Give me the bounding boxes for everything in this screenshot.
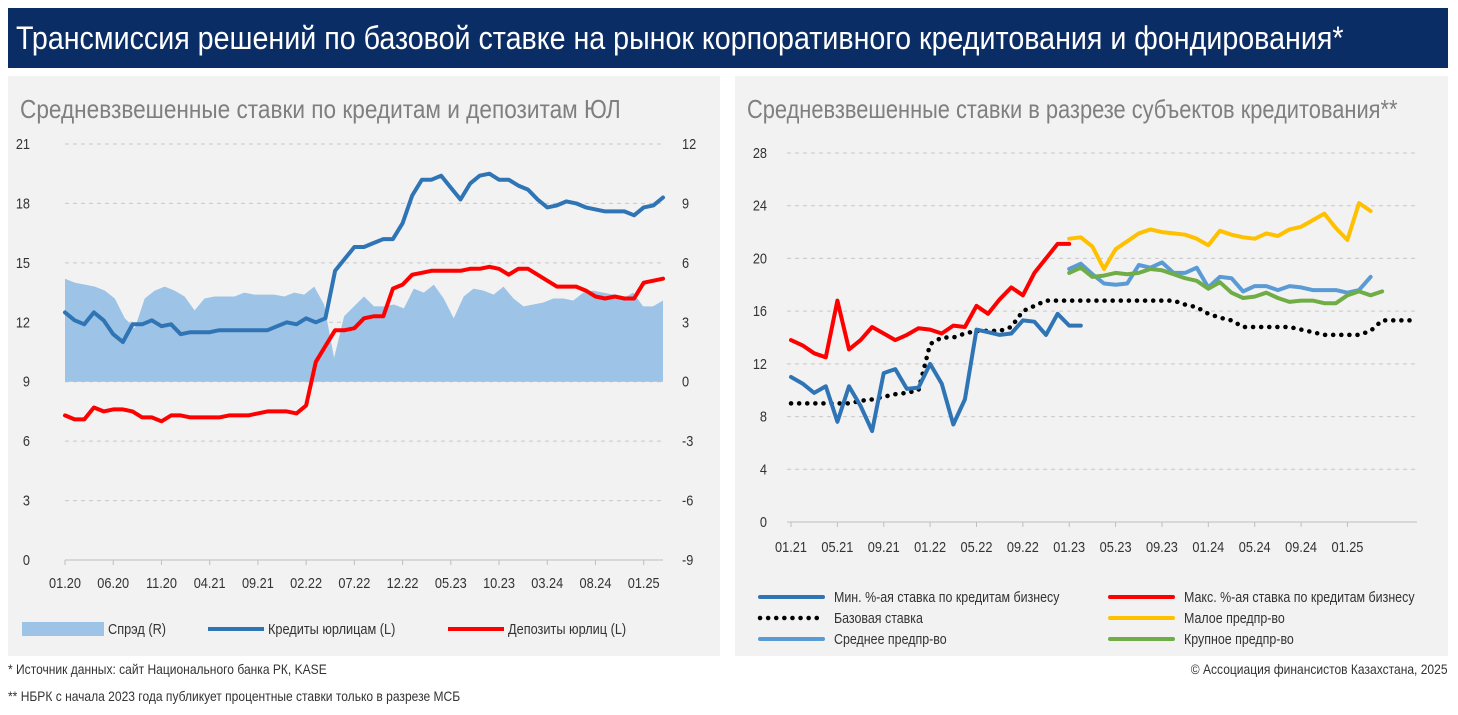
header-banner: Трансмиссия решений по базовой ставке на… xyxy=(8,8,1448,68)
x-tick-label: 01.20 xyxy=(49,574,81,591)
series-line-loans xyxy=(63,171,665,345)
legend-max-rate-label: Макс. %-ая ставка по кредитам бизнесу xyxy=(1184,589,1415,605)
x-tick-label: 12.22 xyxy=(387,574,419,591)
x-tick-label: 01.23 xyxy=(1053,538,1085,555)
left-chart-svg: Средневзвешенные ставки по кредитам и де… xyxy=(16,96,697,638)
x-tick-label: 05.22 xyxy=(961,538,993,555)
series-line-min-rate xyxy=(789,311,1083,434)
y-tick-label: 24 xyxy=(753,197,767,214)
x-tick-label: 09.21 xyxy=(242,574,274,591)
y-left-tick-label: 3 xyxy=(23,492,30,509)
y-left-tick-label: 12 xyxy=(16,313,30,330)
y-right-tick-label: -6 xyxy=(682,492,694,509)
y-tick-label: 12 xyxy=(753,355,767,372)
x-tick-label: 07.22 xyxy=(338,574,370,591)
x-tick-label: 09.22 xyxy=(1007,538,1039,555)
series-line-small-business xyxy=(1067,201,1373,271)
legend-base-rate-label: Базовая ставка xyxy=(834,610,923,626)
copyright: © Ассоциация финансистов Казахстана, 202… xyxy=(1191,661,1448,677)
series-line-large-business xyxy=(1067,265,1385,306)
x-tick-label: 08.24 xyxy=(580,574,612,591)
x-tick-label: 09.24 xyxy=(1285,538,1317,555)
y-left-tick-label: 18 xyxy=(16,194,30,211)
right-chart-panel: Средневзвешенные ставки в разрезе субъек… xyxy=(735,76,1448,656)
y-tick-label: 0 xyxy=(760,513,767,530)
x-tick-label: 09.23 xyxy=(1146,538,1178,555)
series-line-medium-business xyxy=(1067,260,1373,295)
x-tick-label: 05.24 xyxy=(1239,538,1271,555)
x-tick-label: 01.21 xyxy=(775,538,807,555)
legend-label-loans: Кредиты юрлицам (L) xyxy=(268,620,395,637)
series-line-deposits xyxy=(63,264,665,424)
x-tick-label: 04.21 xyxy=(194,574,226,591)
series-area-spread xyxy=(65,278,663,382)
y-right-tick-label: -9 xyxy=(682,551,694,568)
x-tick-label: 01.25 xyxy=(628,574,660,591)
series-line-base-rate xyxy=(788,298,1420,406)
y-tick-label: 16 xyxy=(753,302,767,319)
y-tick-label: 28 xyxy=(753,144,767,161)
x-tick-label: 01.22 xyxy=(914,538,946,555)
legend-min-rate-label: Мин. %-ая ставка по кредитам бизнесу xyxy=(834,589,1060,605)
x-tick-label: 01.24 xyxy=(1192,538,1224,555)
x-tick-label: 11.20 xyxy=(146,574,177,591)
x-tick-label: 05.23 xyxy=(1100,538,1132,555)
legend-label-spread: Спрэд (R) xyxy=(108,620,166,637)
y-right-tick-label: -3 xyxy=(682,432,694,449)
x-tick-label: 05.21 xyxy=(821,538,853,555)
footnote-source: * Источник данных: сайт Национального ба… xyxy=(8,661,327,677)
page-title: Трансмиссия решений по базовой ставке на… xyxy=(16,20,1344,56)
right-chart-title: Средневзвешенные ставки в разрезе субъек… xyxy=(747,95,1397,124)
y-right-tick-label: 0 xyxy=(682,373,689,390)
x-tick-label: 05.23 xyxy=(435,574,467,591)
y-right-tick-label: 9 xyxy=(682,194,689,211)
y-left-tick-label: 0 xyxy=(23,551,30,568)
y-tick-label: 8 xyxy=(760,408,767,425)
y-left-tick-label: 6 xyxy=(23,432,30,449)
left-chart-panel: Средневзвешенные ставки по кредитам и де… xyxy=(8,76,720,656)
x-tick-label: 10.23 xyxy=(483,574,515,591)
x-tick-label: 09.21 xyxy=(868,538,900,555)
y-right-tick-label: 12 xyxy=(682,135,696,152)
x-tick-label: 03.24 xyxy=(531,574,563,591)
x-tick-label: 02.22 xyxy=(290,574,322,591)
y-left-tick-label: 9 xyxy=(23,373,30,390)
y-left-tick-label: 21 xyxy=(16,135,30,152)
legend-medium-business-label: Среднее предпр-во xyxy=(834,631,947,647)
y-right-tick-label: 3 xyxy=(682,313,689,330)
series-line-max-rate xyxy=(789,241,1072,360)
legend-swatch-spread xyxy=(22,622,104,636)
legend-label-deposits: Депозиты юрлиц (L) xyxy=(508,620,626,637)
legend-small-business-label: Малое предпр-во xyxy=(1184,610,1285,626)
y-left-tick-label: 15 xyxy=(16,254,30,271)
footnote-note: ** НБРК с начала 2023 года публикует про… xyxy=(8,688,461,704)
y-tick-label: 4 xyxy=(760,460,767,477)
left-chart-title: Средневзвешенные ставки по кредитам и де… xyxy=(20,96,621,125)
x-tick-label: 06.20 xyxy=(97,574,129,591)
right-chart-svg: Средневзвешенные ставки в разрезе субъек… xyxy=(747,95,1420,647)
y-tick-label: 20 xyxy=(753,249,767,266)
x-tick-label: 01.25 xyxy=(1332,538,1364,555)
y-right-tick-label: 6 xyxy=(682,254,689,271)
legend-large-business-label: Крупное предпр-во xyxy=(1184,631,1294,647)
